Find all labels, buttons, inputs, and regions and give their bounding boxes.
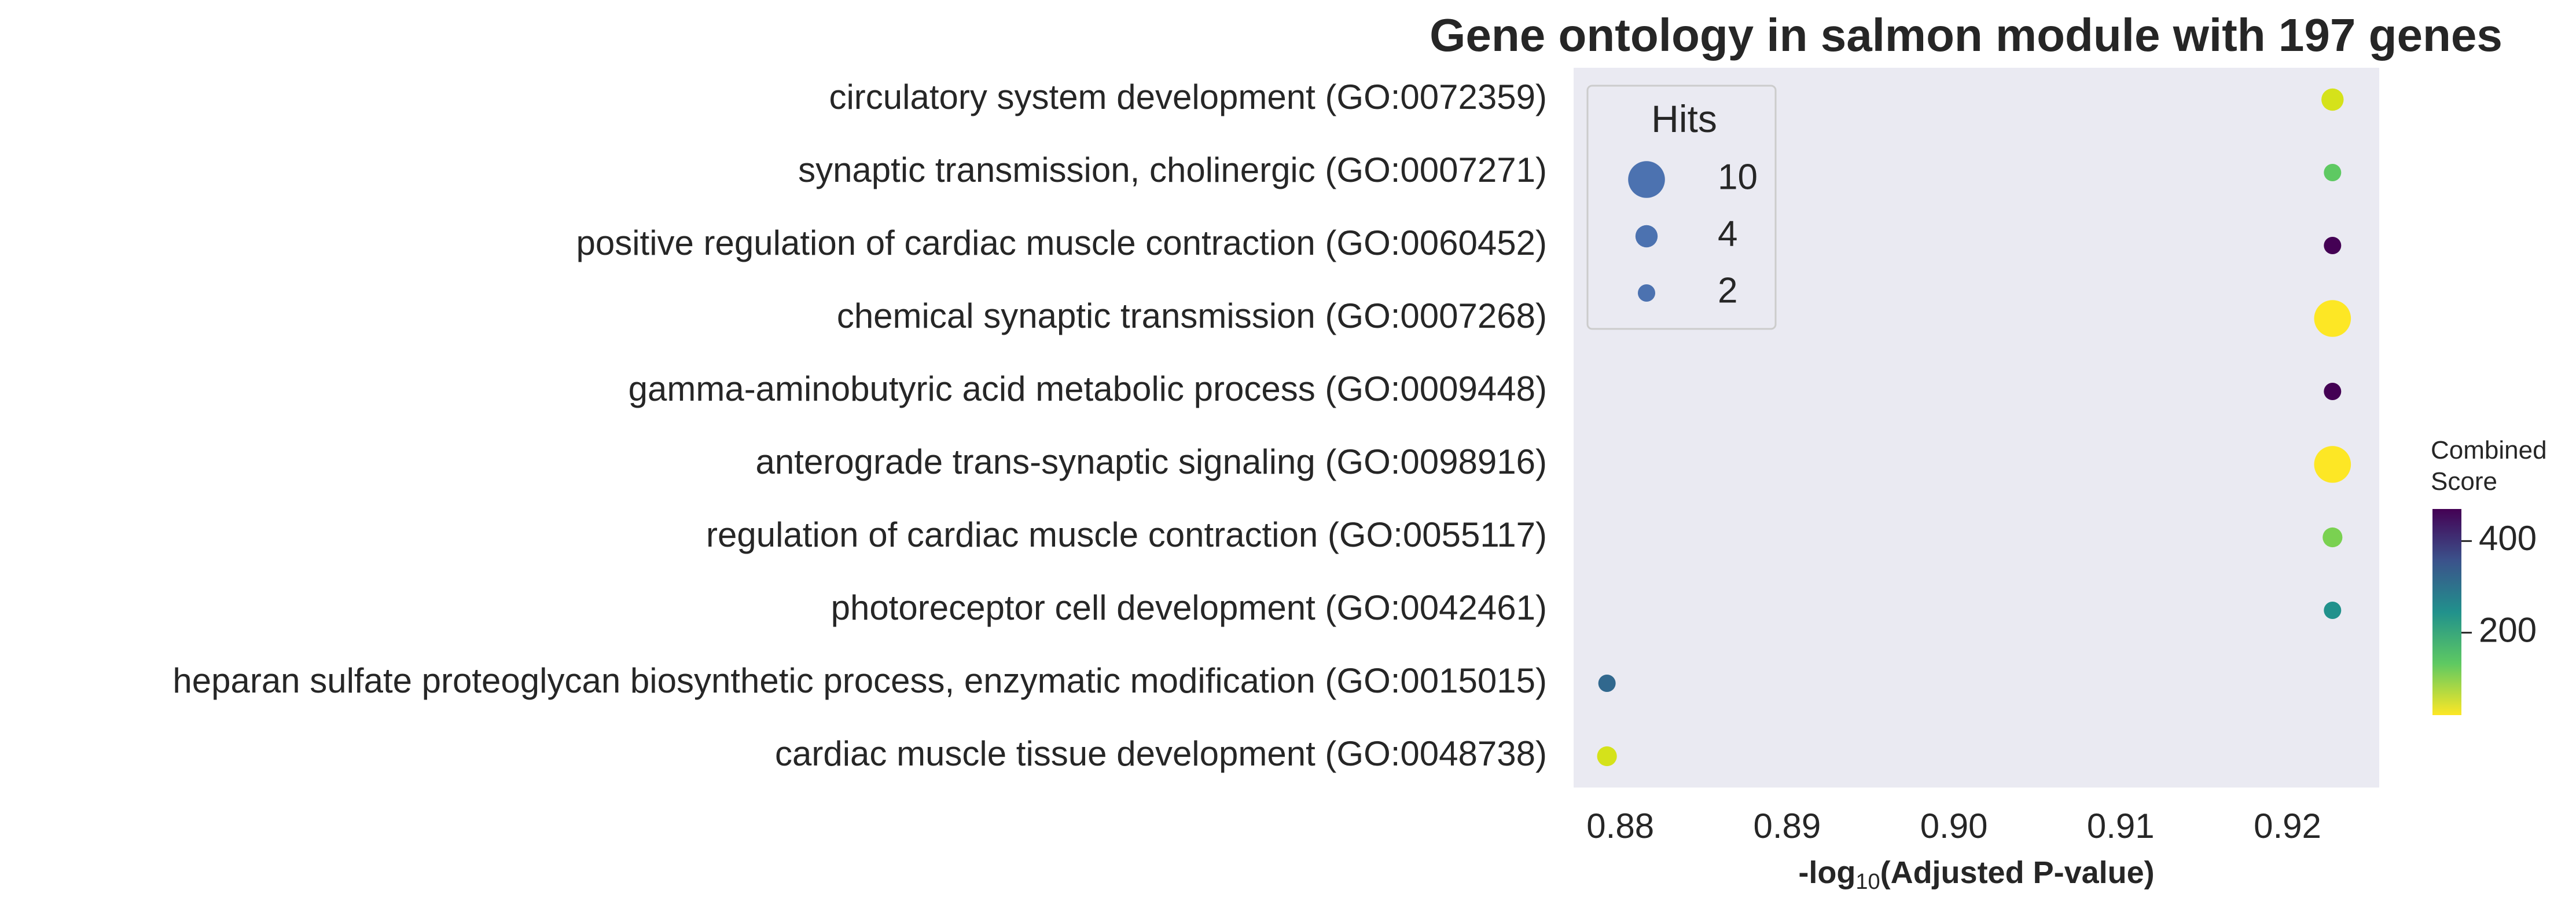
- legend-marker: [1628, 161, 1665, 198]
- x-tick-label: 0.91: [2087, 807, 2155, 845]
- y-tick-label: regulation of cardiac muscle contraction…: [706, 515, 1547, 554]
- x-tick-label: 0.90: [1920, 807, 1988, 845]
- data-point: [2324, 164, 2342, 181]
- data-point: [1597, 746, 1617, 767]
- legend-entries: 10 4 2: [1628, 157, 1758, 310]
- legend-label: 4: [1718, 214, 1737, 254]
- data-point: [2324, 383, 2342, 400]
- colorbar-gradient: [2432, 509, 2461, 715]
- y-tick-label: anterograde trans-synaptic signaling (GO…: [756, 442, 1547, 481]
- y-tick-label: chemical synaptic transmission (GO:00072…: [837, 296, 1547, 335]
- x-tick-label: 0.92: [2254, 807, 2321, 845]
- y-tick-label: positive regulation of cardiac muscle co…: [576, 224, 1547, 262]
- y-tick-label: cardiac muscle tissue development (GO:00…: [775, 734, 1547, 773]
- legend-label: 2: [1718, 270, 1737, 310]
- x-tick-label: 0.89: [1754, 807, 1821, 845]
- data-point: [2324, 237, 2342, 254]
- y-axis-labels: circulatory system development (GO:00723…: [172, 78, 1547, 773]
- legend-box: [1586, 85, 1777, 330]
- colorbar-tick-label: 200: [2479, 610, 2537, 649]
- legend-label: 10: [1718, 157, 1758, 197]
- data-point: [2321, 88, 2344, 111]
- colorbar: Combined Score 200 400: [2431, 436, 2547, 715]
- y-tick-label: heparan sulfate proteoglycan biosyntheti…: [172, 661, 1547, 700]
- legend: Hits 10 4 2: [1586, 85, 1777, 330]
- x-axis-label-subscript: 10: [1855, 870, 1880, 894]
- y-tick-label: gamma-aminobutyric acid metabolic proces…: [629, 369, 1547, 408]
- points-layer: [1597, 88, 2351, 767]
- x-tick-label: 0.88: [1586, 807, 1654, 845]
- data-point: [2314, 446, 2351, 483]
- data-point: [2323, 527, 2343, 548]
- x-axis-label-prefix: -log: [1798, 855, 1855, 890]
- x-axis-label-suffix: (Adjusted P-value): [1880, 855, 2155, 890]
- y-tick-label: synaptic transmission, cholinergic (GO:0…: [798, 151, 1547, 189]
- colorbar-ticks: 200 400: [2461, 519, 2537, 649]
- legend-marker: [1638, 284, 1655, 302]
- legend-marker: [1635, 225, 1658, 248]
- colorbar-title-line-2: Score: [2431, 467, 2497, 496]
- x-axis-ticks: 0.88 0.89 0.90 0.91 0.92: [1586, 807, 2321, 845]
- colorbar-tick-label: 400: [2479, 519, 2537, 558]
- legend-title: Hits: [1651, 97, 1717, 140]
- y-tick-label: photoreceptor cell development (GO:00424…: [831, 588, 1547, 627]
- chart-title: Gene ontology in salmon module with 197 …: [1430, 9, 2502, 61]
- data-point: [1598, 675, 1616, 692]
- colorbar-title-line-1: Combined: [2431, 436, 2547, 464]
- x-axis-label: -log10(Adjusted P-value): [1798, 855, 2154, 894]
- y-tick-label: circulatory system development (GO:00723…: [829, 78, 1547, 116]
- data-point: [2314, 300, 2351, 337]
- data-point: [2324, 602, 2342, 619]
